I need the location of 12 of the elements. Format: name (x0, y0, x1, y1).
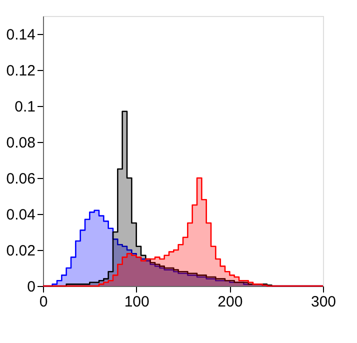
y-tick-label: 0.1 (14, 98, 36, 116)
y-tick-label: 0.02 (6, 242, 36, 260)
y-tick-label: 0.04 (6, 206, 36, 224)
x-tick-label: 0 (39, 294, 48, 310)
x-tick-label: 300 (310, 294, 336, 310)
y-tick-label: 0.14 (6, 26, 36, 44)
x-tick-label: 200 (218, 294, 243, 310)
y-tick-label: 0.12 (6, 62, 36, 80)
y-tick-label: 0.08 (6, 134, 36, 152)
y-tick-label: 0 (27, 278, 36, 296)
y-tick-label: 0.06 (6, 170, 36, 188)
x-tick-label: 100 (124, 294, 150, 310)
